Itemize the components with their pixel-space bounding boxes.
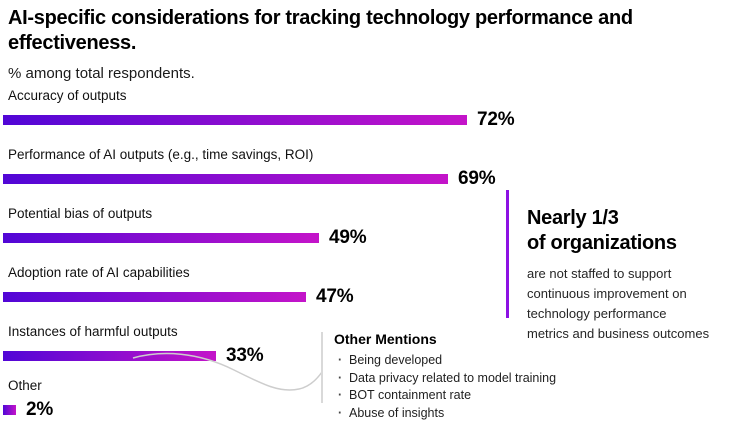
callout-heading-line1: Nearly 1/3: [527, 207, 619, 229]
other-mention-item: Data privacy related to model training: [334, 370, 601, 388]
callout-accent-line: [506, 190, 509, 318]
callout: Nearly 1/3 of organizations are not staf…: [506, 190, 736, 344]
bar: [3, 350, 216, 361]
bar-track: 33%: [3, 346, 563, 365]
chart-subtitle: % among total respondents.: [8, 65, 195, 82]
bar-category-label: Accuracy of outputs: [8, 88, 127, 103]
bar-track: 47%: [3, 287, 563, 306]
bar-category-label: Performance of AI outputs (e.g., time sa…: [8, 147, 314, 162]
callout-heading: Nearly 1/3 of organizations: [527, 206, 736, 256]
bar-value-label: 47%: [316, 286, 354, 307]
callout-body: are not staffed to support continuous im…: [527, 264, 736, 344]
chart-title: AI-specific considerations for tracking …: [8, 7, 633, 54]
other-mention-item: BOT containment rate: [334, 387, 601, 405]
bar-row: Performance of AI outputs (e.g., time sa…: [3, 147, 563, 188]
other-mentions-content: Other Mentions Being developedData priva…: [334, 330, 601, 422]
bar-row: Instances of harmful outputs 33%: [3, 324, 563, 365]
other-mentions-divider: [321, 332, 323, 403]
bar: [3, 173, 448, 184]
callout-body-line: metrics and business outcomes: [527, 326, 710, 341]
callout-body-line: are not staffed to support: [527, 266, 672, 281]
bar-value-label: 33%: [226, 345, 264, 366]
bar: [3, 291, 306, 302]
callout-heading-line2: of organizations: [527, 232, 677, 254]
bar-track: 72%: [3, 110, 563, 129]
bar-category-label: Adoption rate of AI capabilities: [8, 265, 190, 280]
connector-curve: [132, 352, 323, 391]
other-mentions-panel: Other Mentions Being developedData priva…: [321, 330, 601, 422]
bar: [3, 114, 467, 125]
bar-category-label: Instances of harmful outputs: [8, 324, 178, 339]
bar-row: Accuracy of outputs 72%: [3, 88, 563, 129]
bar-value-label: 2%: [26, 399, 54, 420]
bar-value-label: 49%: [329, 227, 367, 248]
bar-track: 69%: [3, 169, 563, 188]
bar-value-label: 69%: [458, 168, 496, 189]
bar-category-label: Potential bias of outputs: [8, 206, 153, 221]
bar: [3, 404, 16, 415]
bar-category-label: Other: [8, 378, 42, 393]
bar: [3, 232, 319, 243]
other-mentions-heading: Other Mentions: [334, 331, 437, 347]
bar-row: Other 2%: [3, 378, 563, 419]
callout-body-line: technology performance: [527, 306, 667, 321]
bar-row: Adoption rate of AI capabilities 47%: [3, 265, 563, 306]
callout-content: Nearly 1/3 of organizations are not staf…: [527, 190, 736, 344]
other-mentions-list: Being developedData privacy related to m…: [334, 352, 601, 422]
other-mention-item: Being developed: [334, 352, 601, 370]
callout-body-line: continuous improvement on: [527, 286, 687, 301]
bar-row: Potential bias of outputs 49%: [3, 206, 563, 247]
bar-value-label: 72%: [477, 109, 515, 130]
other-mention-item: Abuse of insights: [334, 405, 601, 422]
bar-track: 49%: [3, 228, 563, 247]
bar-chart: Accuracy of outputs 72% Performance of A…: [3, 88, 563, 422]
bar-track: 2%: [3, 400, 563, 419]
header: AI-specific considerations for tracking …: [8, 6, 668, 82]
